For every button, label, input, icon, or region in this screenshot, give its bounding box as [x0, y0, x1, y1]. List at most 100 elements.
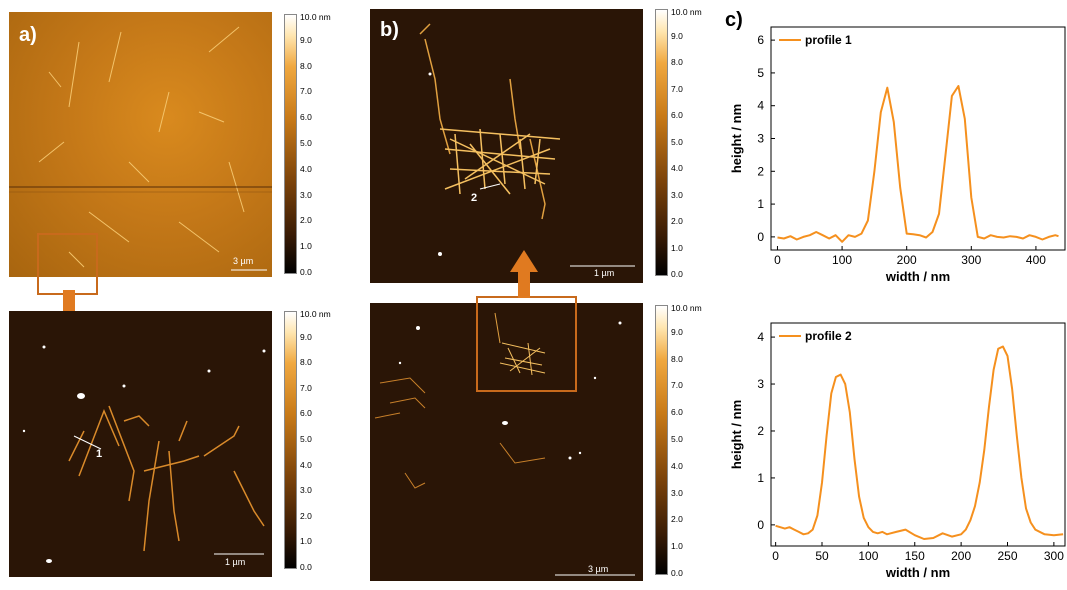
scale-bar-label-b-top: 1 µm	[594, 268, 615, 278]
colorbar-tick-label: 2.0	[300, 215, 312, 226]
colorbar-max-label: 10.0 nm	[671, 303, 702, 313]
colorbar-tick-label: 5.0	[300, 138, 312, 148]
y-tick-label: 3	[757, 132, 764, 146]
panel-label-b: b)	[380, 19, 399, 41]
y-tick-label: 4	[757, 330, 764, 344]
colorbar-tick-label: 6.0	[300, 408, 312, 419]
panel-label-a: a)	[19, 24, 37, 46]
afm-fibrils-b-bottom	[374, 312, 635, 576]
colorbar-tick-label: 9.0	[300, 331, 312, 342]
afm-fibrils-a-bottom	[22, 345, 266, 563]
legend-label: profile 2	[805, 329, 852, 343]
colorbar-tick-label: 9.0	[671, 326, 683, 337]
colorbar-tick-label: 6.0	[671, 110, 683, 120]
colorbar-tick-label: 7.0	[671, 380, 683, 391]
height-profile-chart-2: 0 50 100 150 200 250 300 0 1 2 3 4 width / nm height …	[729, 322, 1066, 580]
colorbar-tick-label: 1.0	[300, 536, 312, 547]
colorbar-tick-label: 7.0	[300, 382, 312, 393]
colorbar-tick-label: 0.0	[300, 267, 312, 277]
colorbar-max-label: 10.0 nm	[300, 309, 331, 319]
colorbar-tick-label: 0.0	[300, 562, 312, 572]
colorbar-tick-label: 1.0	[300, 241, 312, 252]
y-tick-label: 5	[757, 66, 764, 80]
colorbar-gradient	[284, 311, 297, 569]
colorbar-tick-label: 9.0	[300, 34, 312, 45]
plot-frame	[770, 322, 1066, 547]
colorbar-tick-label: 3.0	[300, 189, 312, 200]
plot-frame	[770, 26, 1066, 251]
x-tick-label: 0	[774, 253, 781, 267]
colorbar-tick-label: 5.0	[300, 434, 312, 444]
x-tick-label: 100	[858, 549, 878, 563]
colorbar-tick-label: 1.0	[671, 541, 683, 552]
x-tick-label: 300	[961, 253, 981, 267]
afm-image-a-bottom: 1 µm 1	[9, 311, 272, 577]
y-tick-label: 6	[757, 33, 764, 47]
x-tick-label: 200	[897, 253, 917, 267]
colorbar-tick-label: 6.0	[671, 407, 683, 418]
colorbar-tick-label: 3.0	[671, 189, 683, 200]
series-line	[775, 345, 1064, 540]
y-tick-label: 0	[757, 230, 764, 244]
y-tick-label: 2	[757, 424, 764, 438]
panel-label-c: c)	[725, 9, 743, 31]
colorbar-tick-label: 1.0	[671, 242, 683, 253]
colorbar-tick-label: 8.0	[300, 60, 312, 71]
scale-bar-label-a-bottom: 1 µm	[225, 557, 246, 567]
colorbar-tick-label: 8.0	[671, 57, 683, 67]
zoom-arrow-b	[510, 250, 538, 298]
afm-image-a-top: a) 3 µm	[9, 12, 272, 277]
colorbar-max-label: 10.0 nm	[671, 7, 702, 17]
scale-bar-label-b-bottom: 3 µm	[588, 564, 609, 574]
colorbar-tick-label: 0.0	[671, 568, 683, 578]
colorbar-tick-label: 4.0	[671, 460, 683, 471]
colorbar-tick-label: 8.0	[671, 353, 683, 364]
colorbar-tick-label: 2.0	[300, 510, 312, 521]
colorbar-tick-label: 5.0	[671, 136, 683, 147]
colorbar-tick-label: 5.0	[671, 434, 683, 444]
colorbar-tick-label: 7.0	[300, 86, 312, 97]
height-profile-chart-1: 0 100 200 300 400 0 1 2 3 4 5 6 width / nm height / n…	[729, 26, 1066, 284]
x-tick-label: 250	[997, 549, 1017, 563]
y-tick-label: 2	[757, 164, 764, 178]
colorbar-gradient	[284, 14, 297, 274]
afm-image-b-top: b) 1 µm 2	[370, 9, 643, 283]
colorbar-tick-label: 8.0	[300, 357, 312, 368]
colorbar-tick-label: 4.0	[300, 459, 312, 470]
afm-fibrils-a-top	[9, 26, 272, 271]
zoom-box-a	[37, 233, 98, 295]
y-tick-label: 3	[757, 377, 764, 391]
colorbar-tick-label: 4.0	[300, 163, 312, 174]
colorbar-gradient	[655, 9, 668, 276]
x-tick-label: 100	[832, 253, 852, 267]
x-tick-label: 200	[951, 549, 971, 563]
y-tick-label: 1	[757, 197, 764, 211]
x-tick-label: 0	[772, 549, 779, 563]
afm-image-b-bottom: 3 µm	[370, 303, 643, 581]
colorbar-tick-label: 4.0	[671, 163, 683, 173]
colorbar-tick-label: 7.0	[671, 83, 683, 94]
series-line	[777, 85, 1059, 243]
colorbar-tick-label: 2.0	[671, 514, 683, 525]
x-axis-label: width / nm	[885, 565, 950, 580]
colorbar-tick-label: 0.0	[671, 269, 683, 279]
profile-marker-2: 2	[471, 192, 478, 204]
y-tick-label: 0	[757, 518, 764, 532]
profile-marker-1: 1	[96, 448, 103, 460]
x-tick-label: 50	[815, 549, 829, 563]
scale-bar-label-a-top: 3 µm	[233, 256, 254, 266]
colorbar-tick-label: 6.0	[300, 112, 312, 123]
afm-fibrils-b-top	[419, 23, 635, 267]
legend-label: profile 1	[805, 33, 852, 47]
x-axis-label: width / nm	[885, 269, 950, 284]
x-tick-label: 150	[905, 549, 925, 563]
y-axis-label: height / nm	[729, 104, 744, 173]
colorbar-tick-label: 9.0	[671, 30, 683, 41]
zoom-box-b	[476, 296, 577, 392]
y-tick-label: 4	[757, 99, 764, 113]
y-tick-label: 1	[757, 471, 764, 485]
colorbar-tick-label: 2.0	[671, 216, 683, 226]
colorbar-max-label: 10.0 nm	[300, 12, 331, 22]
colorbar-gradient	[655, 305, 668, 575]
x-tick-label: 400	[1026, 253, 1046, 267]
